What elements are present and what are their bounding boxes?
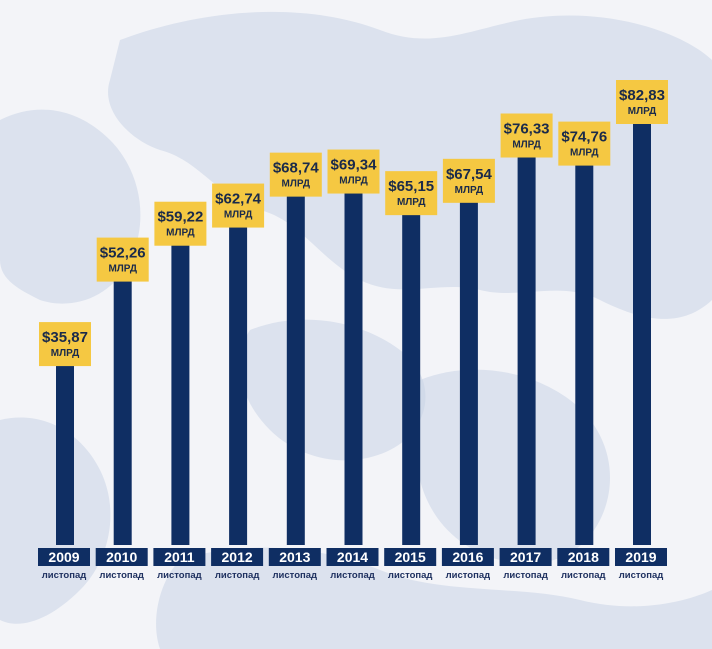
value-label-box-2019 [616, 80, 668, 124]
year-band-2012 [211, 548, 264, 566]
bar-2011 [171, 239, 190, 546]
value-unit-2015: МЛРД [397, 197, 426, 208]
value-label-box-2018 [558, 121, 611, 166]
year-band-2016 [441, 548, 494, 566]
x-tick-label-2014: 2014 [337, 549, 368, 565]
value-label-2017: $76,33 [504, 121, 550, 138]
x-tick-sublabel-2011: листопад [157, 570, 202, 581]
year-band-2019 [615, 548, 667, 566]
value-unit-2010: МЛРД [108, 264, 137, 275]
x-tick-label-2015: 2015 [395, 549, 426, 565]
year-band-2011 [153, 548, 206, 566]
value-unit-2017: МЛРД [512, 140, 541, 151]
value-label-2015: $65,15 [388, 178, 434, 195]
bar-2015 [402, 209, 421, 545]
bar-2013 [286, 190, 305, 546]
x-tick-label-2017: 2017 [510, 549, 541, 565]
value-label-2018: $74,76 [561, 129, 607, 146]
axis-labels-layer: 2009 листопад 2010 листопад 2011 листопад 2012… [38, 548, 667, 581]
value-label-2012: $62,74 [215, 191, 262, 208]
x-tick-label-2011: 2011 [164, 549, 195, 565]
value-label-2010: $52,26 [100, 245, 146, 262]
value-label-2013: $68,74 [273, 160, 320, 177]
bar-2019 [633, 118, 651, 545]
x-tick-sublabel-2019: листопад [619, 570, 664, 581]
value-unit-2019: МЛРД [628, 106, 657, 117]
x-tick-sublabel-2010: листопад [99, 570, 144, 581]
value-label-2014: $69,34 [331, 157, 378, 174]
x-tick-sublabel-2017: листопад [503, 570, 548, 581]
bar-2017 [517, 151, 536, 545]
x-tick-sublabel-2014: листопад [330, 570, 375, 581]
value-unit-2014: МЛРД [339, 176, 368, 187]
value-unit-2012: МЛРД [224, 210, 253, 221]
value-label-box-2017 [500, 113, 553, 158]
x-tick-label-2012: 2012 [222, 549, 253, 565]
x-tick-label-2019: 2019 [625, 549, 656, 565]
value-unit-2016: МЛРД [455, 185, 484, 196]
x-tick-sublabel-2012: листопад [215, 570, 260, 581]
value-unit-2018: МЛРД [570, 148, 599, 159]
value-label-box-2014 [327, 149, 380, 194]
value-label-box-2013 [269, 152, 322, 197]
value-label-box-2016 [442, 158, 495, 203]
bar-2009 [56, 360, 74, 545]
bar-2018 [575, 159, 594, 545]
value-label-box-2011 [154, 201, 207, 246]
year-band-2014 [326, 548, 379, 566]
year-band-2013 [268, 548, 321, 566]
value-label-box-2010 [96, 237, 149, 282]
value-label-box-2012 [212, 183, 265, 228]
bars-layer: $35,87 МЛРД $52,26 МЛРД $59,22 МЛРД $62,74 МЛРД… [39, 80, 668, 546]
value-unit-2013: МЛРД [282, 179, 311, 190]
x-tick-sublabel-2009: листопад [42, 570, 87, 581]
year-band-2010 [95, 548, 148, 566]
value-unit-2011: МЛРД [166, 228, 195, 239]
x-tick-sublabel-2018: листопад [561, 570, 606, 581]
value-label-box-2015 [385, 171, 438, 216]
year-band-2018 [557, 548, 610, 566]
bar-2014 [344, 187, 363, 546]
x-tick-label-2010: 2010 [106, 549, 137, 565]
bar-2010 [113, 275, 132, 545]
x-tick-sublabel-2013: листопад [273, 570, 318, 581]
x-tick-label-2009: 2009 [48, 549, 79, 565]
x-tick-label-2013: 2013 [279, 549, 310, 565]
value-label-2009: $35,87 [42, 329, 88, 346]
x-tick-sublabel-2016: листопад [446, 570, 491, 581]
x-tick-label-2016: 2016 [452, 549, 483, 565]
value-unit-2009: МЛРД [51, 348, 80, 359]
value-label-2016: $67,54 [446, 166, 493, 183]
x-tick-sublabel-2015: листопад [388, 570, 433, 581]
x-tick-label-2018: 2018 [568, 549, 599, 565]
year-band-2015 [384, 548, 437, 566]
value-label-box-2009 [39, 322, 91, 367]
value-label-2019: $82,83 [619, 87, 665, 104]
year-band-2009 [38, 548, 90, 566]
year-band-2017 [499, 548, 552, 566]
bar-2012 [229, 221, 248, 545]
background-map [0, 11, 712, 649]
value-label-2011: $59,22 [157, 209, 203, 226]
bar-2016 [459, 196, 478, 545]
